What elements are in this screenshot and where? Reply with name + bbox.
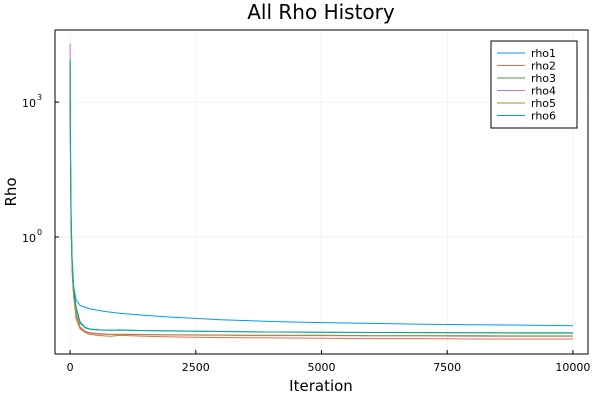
legend-label-rho6: rho6 <box>531 110 556 123</box>
x-tick-label: 10000 <box>555 361 590 374</box>
y-tick-exponent: 3 <box>37 93 42 102</box>
y-tick-label: 10 <box>22 97 36 110</box>
legend-label-rho3: rho3 <box>531 72 556 85</box>
y-tick-exponent: 0 <box>37 228 42 237</box>
legend-label-rho1: rho1 <box>531 47 556 60</box>
series-line-rho6 <box>69 59 573 334</box>
legend-box <box>490 40 578 129</box>
chart-title: All Rho History <box>247 0 395 24</box>
series-layer <box>69 43 573 340</box>
y-axis-label: Rho <box>2 177 20 206</box>
legend-label-rho2: rho2 <box>531 60 556 73</box>
y-tick-label: 10 <box>22 232 36 245</box>
legend-label-rho5: rho5 <box>531 97 556 110</box>
x-axis-label: Iteration <box>289 377 353 395</box>
legend-label-rho4: rho4 <box>531 85 556 98</box>
x-tick-label: 7500 <box>433 361 461 374</box>
x-tick-label: 5000 <box>308 361 336 374</box>
x-tick-label: 2500 <box>182 361 210 374</box>
x-tick-label: 0 <box>67 361 74 374</box>
